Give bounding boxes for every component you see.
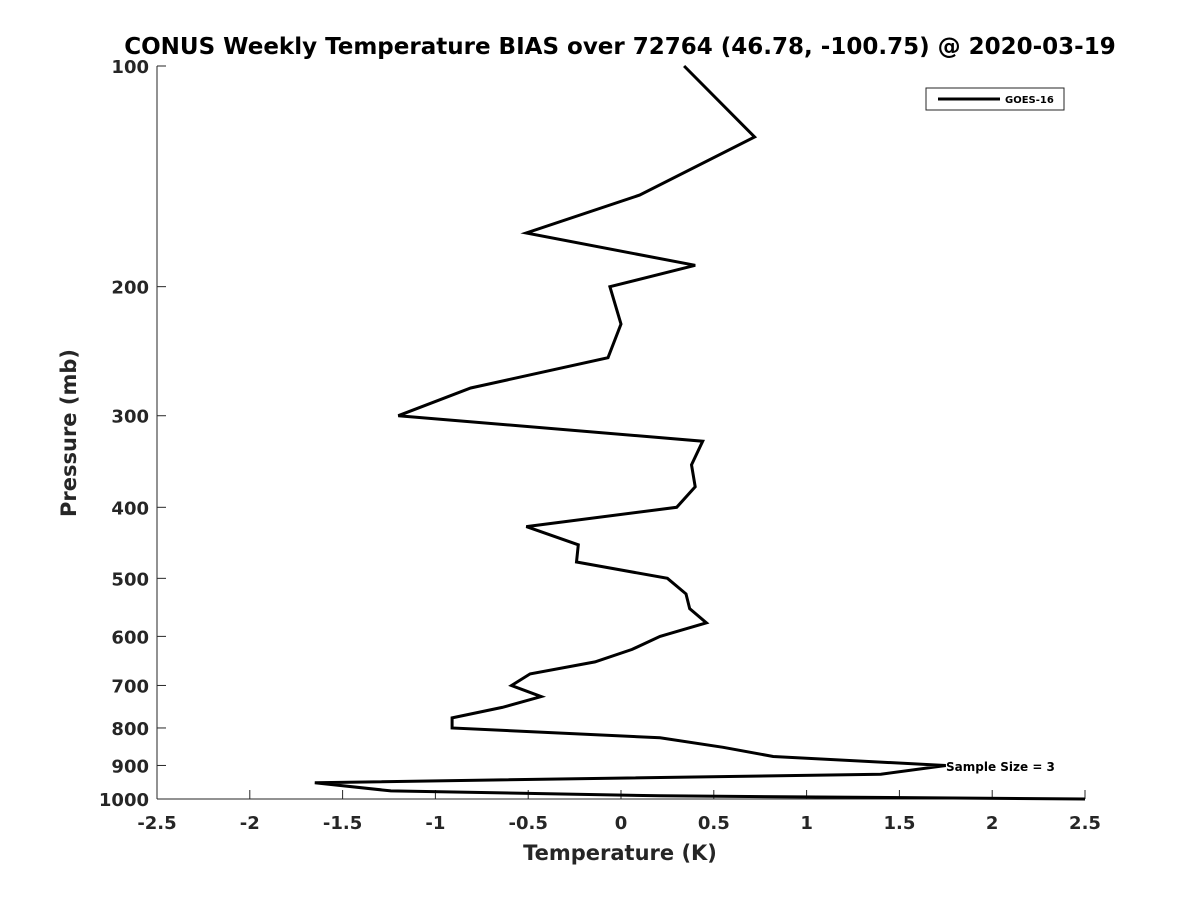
y-tick-label: 900 <box>111 756 149 777</box>
y-tick-label: 300 <box>111 407 149 428</box>
x-tick-label: -1 <box>425 813 445 834</box>
y-axis-ticks: 100 200 300 400 500 600 700 800 900 1000 <box>99 57 166 811</box>
legend: GOES-16 <box>925 87 1065 111</box>
y-tick-label: 400 <box>111 498 149 519</box>
x-tick-label: 2 <box>986 813 999 834</box>
y-tick-label: 100 <box>111 57 149 78</box>
x-tick-label: -2 <box>240 813 260 834</box>
x-tick-label: -0.5 <box>509 813 548 834</box>
series-layer <box>314 64 1086 801</box>
y-axis-label: Pressure (mb) <box>57 349 81 517</box>
y-tick-label: 800 <box>111 719 149 740</box>
x-axis-label: Temperature (K) <box>523 841 717 865</box>
y-tick-label: 1000 <box>99 790 149 811</box>
sample-size-annotation: Sample Size = 3 <box>946 760 1055 774</box>
x-tick-label: 1 <box>800 813 813 834</box>
x-tick-label: -1.5 <box>323 813 362 834</box>
legend-label-goes-16: GOES-16 <box>1005 95 1054 106</box>
y-tick-label: 600 <box>111 627 149 648</box>
x-axis-ticks: -2.5 -2 -1.5 -1 -0.5 0 0.5 1 1.5 2 2.5 <box>137 790 1101 834</box>
y-tick-label: 700 <box>111 676 149 697</box>
series-line-goes-16 <box>314 64 1086 801</box>
x-tick-label: 0.5 <box>698 813 730 834</box>
y-tick-label: 500 <box>111 569 149 590</box>
x-tick-label: -2.5 <box>137 813 176 834</box>
x-tick-label: 0 <box>615 813 628 834</box>
chart-title: CONUS Weekly Temperature BIAS over 72764… <box>124 34 1115 60</box>
x-tick-label: 2.5 <box>1069 813 1101 834</box>
y-tick-label: 200 <box>111 278 149 299</box>
x-tick-label: 1.5 <box>883 813 915 834</box>
